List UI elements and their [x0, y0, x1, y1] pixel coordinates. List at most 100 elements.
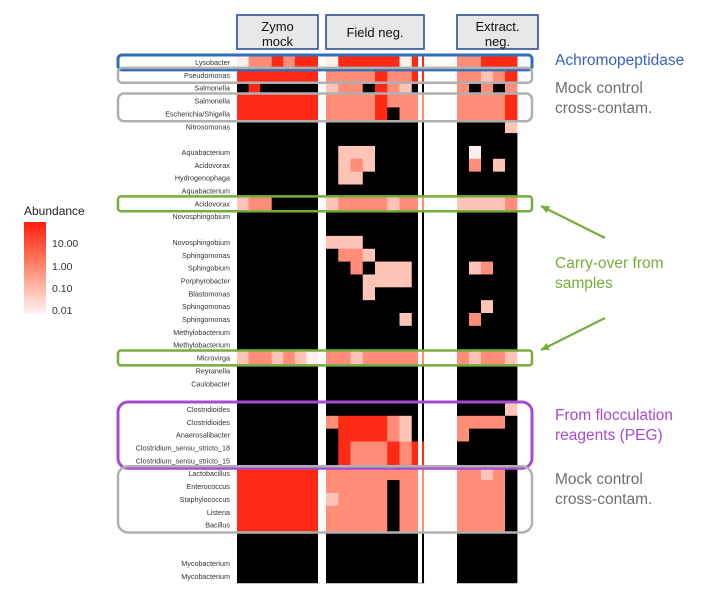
heatmap-cell — [399, 158, 413, 173]
heatmap-cell — [375, 210, 388, 224]
heatmap-cell — [294, 492, 307, 507]
carry-over-arrow-up — [540, 205, 606, 239]
heatmap-cell — [387, 377, 400, 391]
group-header-label: Field neg. — [346, 25, 403, 40]
heatmap-cell — [248, 415, 261, 430]
heatmap-cell — [338, 171, 351, 185]
heatmap-cell — [505, 235, 518, 250]
heatmap-cell — [469, 81, 482, 95]
heatmap-cell — [294, 377, 307, 391]
heatmap-cell — [338, 557, 351, 571]
heatmap-cell — [306, 338, 319, 352]
heatmap-cell — [338, 428, 351, 442]
heatmap-cell — [237, 467, 249, 481]
heatmap-cell — [399, 261, 413, 275]
heatmap-cell — [375, 56, 388, 70]
heatmap-cell — [493, 467, 506, 481]
heatmap-cell — [306, 454, 319, 468]
heatmap-cell — [248, 402, 261, 417]
heatmap-cell — [505, 480, 518, 494]
heatmap-cell — [248, 492, 261, 507]
row-label: Reyranella — [196, 366, 230, 375]
heatmap-cell — [306, 158, 319, 173]
heatmap-cell — [493, 81, 506, 95]
heatmap-cell — [387, 261, 400, 275]
heatmap-cell — [387, 145, 400, 160]
heatmap-cell — [271, 274, 284, 288]
heatmap-cell — [375, 570, 388, 584]
heatmap-cell — [469, 428, 482, 442]
heatmap-cell — [350, 210, 364, 224]
heatmap-cell — [260, 557, 273, 571]
heatmap-cell — [481, 441, 494, 455]
heatmap-cell — [326, 68, 339, 83]
heatmap-cell — [387, 274, 400, 288]
heatmap-cell — [283, 325, 296, 340]
heatmap-cell — [469, 223, 482, 237]
heatmap-cell — [271, 467, 284, 481]
heatmap-cell — [399, 81, 413, 95]
heatmap-cell — [481, 454, 494, 468]
heatmap-cell — [271, 68, 284, 83]
heatmap-cell — [493, 454, 506, 468]
heatmap-cell — [338, 325, 351, 340]
heatmap-cell — [469, 557, 482, 571]
heatmap-cell — [338, 158, 351, 173]
heatmap-cell — [338, 287, 351, 301]
heatmap-cell — [248, 223, 261, 237]
heatmap-cell — [375, 364, 388, 378]
heatmap-cell — [338, 441, 351, 455]
heatmap-cell — [248, 364, 261, 378]
group-header-label: Extract. — [475, 19, 519, 34]
heatmap-cell — [283, 544, 296, 558]
heatmap-cell — [260, 505, 273, 519]
heatmap-cell — [375, 531, 388, 545]
heatmap-cell — [469, 107, 482, 121]
heatmap-cell — [387, 248, 400, 262]
heatmap-cell — [283, 505, 296, 519]
column-gap — [418, 56, 422, 583]
heatmap-cell — [505, 81, 518, 95]
heatmap-cell — [306, 133, 319, 147]
heatmap-cell — [493, 390, 506, 404]
heatmap-cell — [362, 300, 376, 314]
heatmap-cell — [399, 557, 413, 571]
heatmap-cell — [237, 107, 249, 121]
legend-tick-0-01: 0.01 — [52, 305, 73, 317]
heatmap-cell — [283, 133, 296, 147]
heatmap-cell — [283, 390, 296, 404]
heatmap-cell — [493, 377, 506, 391]
heatmap-cell — [306, 248, 319, 262]
heatmap-cell — [237, 120, 249, 134]
row-label: Salmonella — [194, 84, 230, 93]
heatmap-cell — [306, 107, 319, 121]
heatmap-cell — [306, 518, 319, 532]
heatmap-cell — [260, 56, 273, 70]
heatmap-cell — [469, 415, 482, 430]
heatmap-cell — [505, 415, 518, 430]
heatmap-cell — [457, 480, 470, 494]
heatmap-cell — [481, 184, 494, 198]
heatmap-cell — [457, 338, 470, 352]
heatmap-cell — [469, 158, 482, 173]
heatmap-cell — [362, 415, 376, 430]
heatmap-cell — [457, 171, 470, 185]
heatmap-cell — [248, 133, 261, 147]
heatmap-cell — [260, 338, 273, 352]
group-header-label: mock — [262, 34, 294, 49]
heatmap-cell — [237, 313, 249, 327]
heatmap-cell — [469, 133, 482, 147]
heatmap-cell — [306, 261, 319, 275]
row-label: Anaerosalibacter — [176, 431, 231, 440]
heatmap-cell — [493, 274, 506, 288]
heatmap-cell — [306, 480, 319, 494]
heatmap-cell — [493, 235, 506, 250]
heatmap-cell — [283, 557, 296, 571]
heatmap-cell — [260, 120, 273, 134]
heatmap-cell — [294, 81, 307, 95]
heatmap-cell — [306, 441, 319, 455]
heatmap-cell — [271, 235, 284, 250]
heatmap-cell — [457, 197, 470, 211]
heatmap-cell — [493, 415, 506, 430]
heatmap-cell — [350, 248, 364, 262]
